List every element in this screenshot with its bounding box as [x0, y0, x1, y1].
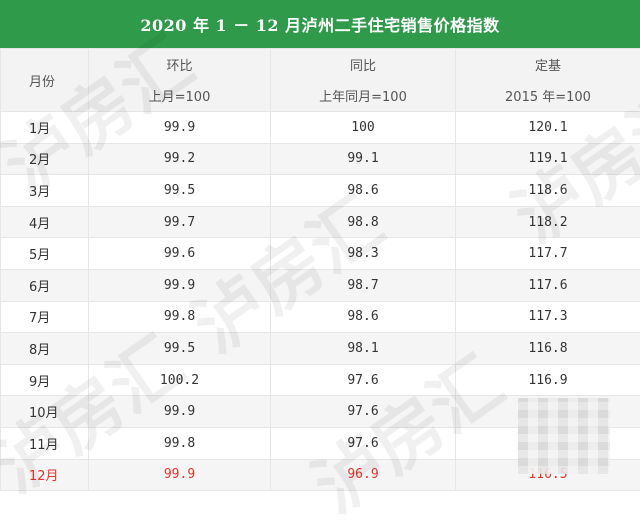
table-row: 9月 100.2 97.6 116.9: [1, 364, 640, 396]
mom-cell: 99.8: [89, 301, 271, 333]
table-row: 3月 99.5 98.6 118.6: [1, 175, 640, 207]
yoy-column-subheader: 上年同月=100: [271, 80, 456, 112]
base-cell: 118.2: [456, 206, 640, 238]
month-cell: 12月: [1, 459, 89, 491]
yoy-cell: 98.7: [271, 269, 456, 301]
table-row: 8月 99.5 98.1 116.8: [1, 333, 640, 365]
month-cell: 10月: [1, 396, 89, 428]
yoy-cell: 97.6: [271, 364, 456, 396]
mom-column-subheader: 上月=100: [89, 80, 271, 112]
yoy-cell: 100: [271, 112, 456, 144]
mom-cell: 100.2: [89, 364, 271, 396]
base-cell: 120.1: [456, 112, 640, 144]
base-cell: 117.3: [456, 301, 640, 333]
yoy-column-header: 同比: [271, 49, 456, 81]
yoy-cell: 98.8: [271, 206, 456, 238]
base-cell: 116.9: [456, 364, 640, 396]
yoy-cell: 98.1: [271, 333, 456, 365]
table-row: 4月 99.7 98.8 118.2: [1, 206, 640, 238]
mom-column-header: 环比: [89, 49, 271, 81]
mom-cell: 99.5: [89, 333, 271, 365]
table-row: 7月 99.8 98.6 117.3: [1, 301, 640, 333]
table-row: 6月 99.9 98.7 117.6: [1, 269, 640, 301]
mom-cell: 99.7: [89, 206, 271, 238]
base-column-header: 定基: [456, 49, 640, 81]
base-cell: 116.8: [456, 333, 640, 365]
month-cell: 1月: [1, 112, 89, 144]
mom-cell: 99.5: [89, 175, 271, 207]
month-cell: 2月: [1, 143, 89, 175]
yoy-cell: 98.6: [271, 175, 456, 207]
yoy-cell: 97.6: [271, 396, 456, 428]
month-cell: 6月: [1, 269, 89, 301]
yoy-cell: 98.6: [271, 301, 456, 333]
month-cell: 8月: [1, 333, 89, 365]
table-title-text: 2020 年 1 － 12 月泸州二手住宅销售价格指数: [140, 12, 499, 36]
mom-cell: 99.2: [89, 143, 271, 175]
mom-cell: 99.9: [89, 112, 271, 144]
month-column-header: 月份: [1, 49, 89, 112]
month-cell: 3月: [1, 175, 89, 207]
table-row: 1月 99.9 100 120.1: [1, 112, 640, 144]
base-cell: 117.7: [456, 238, 640, 270]
yoy-cell: 96.9: [271, 459, 456, 491]
mom-cell: 99.8: [89, 427, 271, 459]
table-row: 2月 99.2 99.1 119.1: [1, 143, 640, 175]
yoy-cell: 98.3: [271, 238, 456, 270]
month-cell: 7月: [1, 301, 89, 333]
table-row: 5月 99.6 98.3 117.7: [1, 238, 640, 270]
base-cell: 119.1: [456, 143, 640, 175]
base-cell: 118.6: [456, 175, 640, 207]
table-title: 2020 年 1 － 12 月泸州二手住宅销售价格指数: [0, 0, 640, 48]
month-cell: 4月: [1, 206, 89, 238]
mom-cell: 99.9: [89, 396, 271, 428]
yoy-cell: 97.6: [271, 427, 456, 459]
blurred-region: [518, 398, 610, 474]
month-cell: 5月: [1, 238, 89, 270]
mom-cell: 99.9: [89, 269, 271, 301]
base-cell: 117.6: [456, 269, 640, 301]
mom-cell: 99.6: [89, 238, 271, 270]
month-cell: 11月: [1, 427, 89, 459]
yoy-cell: 99.1: [271, 143, 456, 175]
base-column-subheader: 2015 年=100: [456, 80, 640, 112]
month-cell: 9月: [1, 364, 89, 396]
mom-cell: 99.9: [89, 459, 271, 491]
